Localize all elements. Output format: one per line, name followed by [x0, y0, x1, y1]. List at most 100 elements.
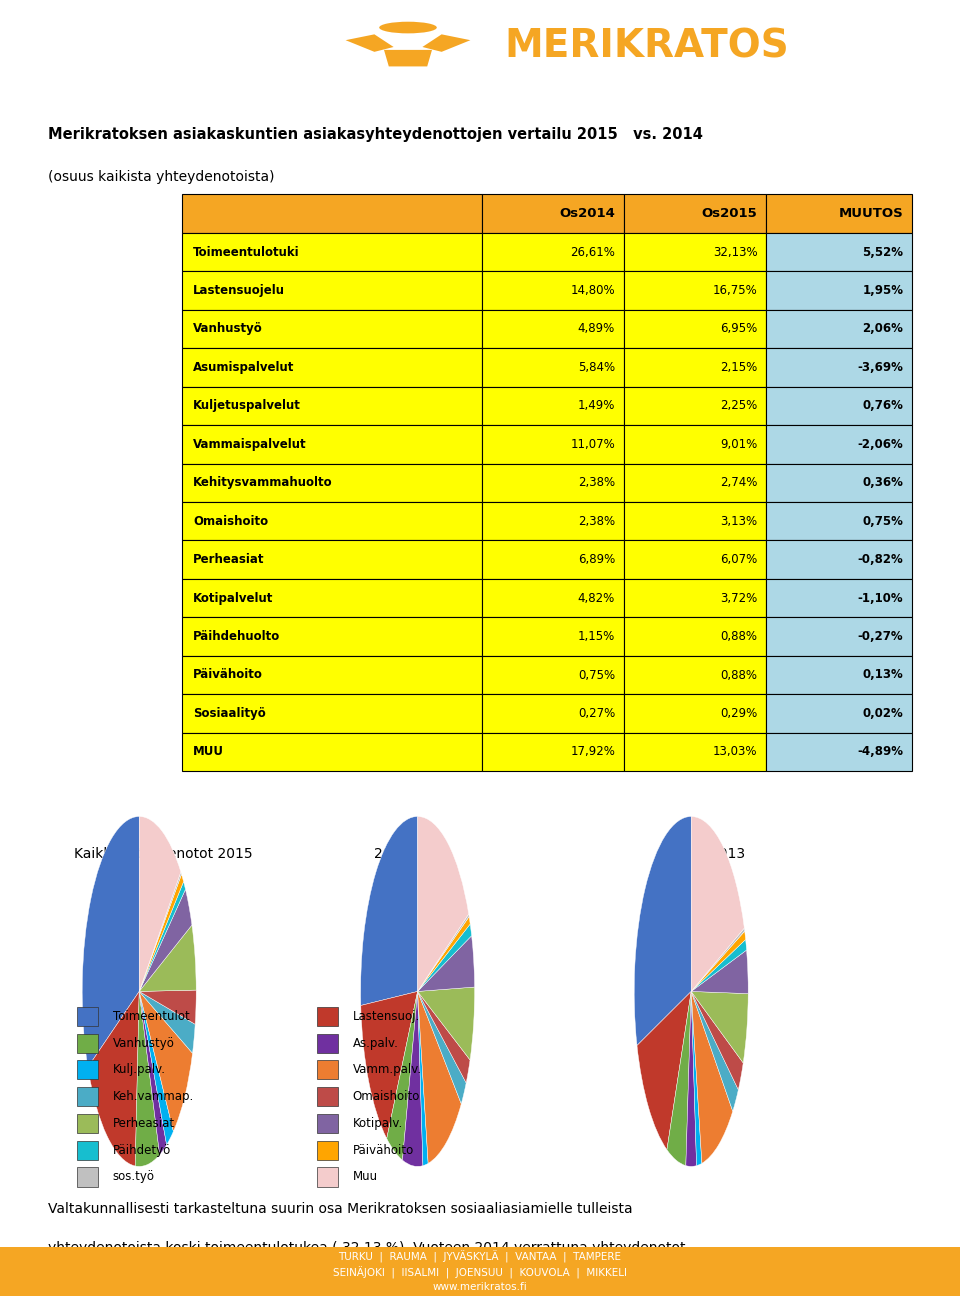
Wedge shape	[387, 991, 418, 1160]
Text: 2,25%: 2,25%	[720, 399, 757, 412]
Wedge shape	[667, 991, 691, 1165]
Text: Päivähoito: Päivähoito	[353, 1143, 414, 1157]
Bar	[766, 579, 912, 617]
Bar	[77, 1007, 98, 1026]
Bar	[766, 386, 912, 425]
Text: Kehitysvammahuolto: Kehitysvammahuolto	[193, 476, 333, 490]
Bar	[624, 540, 766, 579]
Wedge shape	[418, 924, 471, 991]
Bar	[182, 310, 482, 349]
Bar	[317, 1087, 338, 1107]
Bar	[624, 271, 766, 310]
Text: 4,89%: 4,89%	[578, 323, 615, 336]
Text: As.palv.: As.palv.	[353, 1037, 398, 1050]
Wedge shape	[418, 991, 428, 1165]
Bar	[482, 732, 624, 771]
Text: Merikratoksen asiakaskuntien asiakasyhteydenottojen vertailu 2015   vs. 2014: Merikratoksen asiakaskuntien asiakasyhte…	[48, 127, 703, 143]
Bar	[182, 425, 482, 464]
Text: 1,49%: 1,49%	[578, 399, 615, 412]
Bar	[182, 233, 482, 271]
Text: 17,92%: 17,92%	[570, 745, 615, 758]
Wedge shape	[87, 991, 139, 1166]
Bar	[482, 540, 624, 579]
Bar	[182, 502, 482, 540]
Bar	[482, 617, 624, 656]
Text: 32,13%: 32,13%	[712, 245, 757, 259]
Wedge shape	[637, 991, 691, 1150]
Bar	[624, 386, 766, 425]
Text: yhteydenotoista koski toimeentulotukea ( 32,13 %). Vuoteen 2014 verrattuna yhtey: yhteydenotoista koski toimeentulotukea (…	[48, 1242, 685, 1255]
Text: 11,07%: 11,07%	[570, 438, 615, 451]
Text: Keh.vammap.: Keh.vammap.	[112, 1090, 194, 1103]
Text: MERIKRATOS: MERIKRATOS	[504, 29, 789, 66]
Text: Sosiaalityö: Sosiaalityö	[193, 706, 266, 721]
Bar	[77, 1033, 98, 1052]
Text: 0,88%: 0,88%	[720, 630, 757, 643]
Polygon shape	[384, 49, 432, 66]
Bar	[766, 540, 912, 579]
Text: sos.työ: sos.työ	[112, 1170, 155, 1183]
Bar	[482, 656, 624, 695]
Text: 13,03%: 13,03%	[713, 745, 757, 758]
Wedge shape	[139, 991, 174, 1144]
Bar	[766, 502, 912, 540]
Bar	[182, 656, 482, 695]
Wedge shape	[418, 936, 474, 991]
Wedge shape	[83, 816, 139, 1068]
Text: (osuus kaikista yhteydenotoista): (osuus kaikista yhteydenotoista)	[48, 170, 275, 184]
Bar	[482, 386, 624, 425]
Bar	[624, 695, 766, 732]
Text: 2,74%: 2,74%	[720, 476, 757, 490]
Bar	[624, 502, 766, 540]
Bar	[77, 1168, 98, 1187]
Bar	[766, 695, 912, 732]
Text: Os2015: Os2015	[702, 207, 757, 220]
Text: Kulj.palv.: Kulj.palv.	[112, 1063, 166, 1077]
Bar	[77, 1060, 98, 1080]
Bar	[182, 617, 482, 656]
Text: Os2014: Os2014	[559, 207, 615, 220]
Text: 0,76%: 0,76%	[862, 399, 903, 412]
Text: 0,75%: 0,75%	[862, 515, 903, 527]
Text: 0,13%: 0,13%	[862, 669, 903, 682]
Wedge shape	[418, 991, 461, 1164]
Text: MUUTOS: MUUTOS	[838, 207, 903, 220]
Bar	[766, 425, 912, 464]
Text: -2,06%: -2,06%	[857, 438, 903, 451]
Text: MUU: MUU	[193, 745, 225, 758]
Text: 2,38%: 2,38%	[578, 476, 615, 490]
Wedge shape	[691, 928, 745, 991]
Text: 3,13%: 3,13%	[720, 515, 757, 527]
Bar	[766, 656, 912, 695]
Polygon shape	[422, 35, 470, 52]
Text: 16,75%: 16,75%	[712, 284, 757, 297]
Bar	[624, 732, 766, 771]
Text: 6,89%: 6,89%	[578, 553, 615, 566]
Wedge shape	[139, 991, 167, 1155]
Text: Vamm.palv.: Vamm.palv.	[353, 1063, 422, 1077]
Bar	[317, 1168, 338, 1187]
Text: Kaikki yhteydenotot 2015: Kaikki yhteydenotot 2015	[74, 848, 252, 861]
Bar	[317, 1033, 338, 1052]
Text: 2,06%: 2,06%	[862, 323, 903, 336]
Text: -3,69%: -3,69%	[857, 360, 903, 375]
Bar	[766, 732, 912, 771]
Bar	[624, 233, 766, 271]
Text: 1,15%: 1,15%	[578, 630, 615, 643]
Bar	[482, 502, 624, 540]
Bar	[766, 617, 912, 656]
Text: 0,88%: 0,88%	[720, 669, 757, 682]
Text: 6,95%: 6,95%	[720, 323, 757, 336]
Bar	[624, 464, 766, 502]
Bar	[182, 732, 482, 771]
Wedge shape	[691, 991, 748, 1063]
Wedge shape	[635, 816, 691, 1046]
Wedge shape	[135, 991, 159, 1166]
Text: Omaishoito: Omaishoito	[353, 1090, 420, 1103]
Wedge shape	[418, 914, 469, 991]
Text: 2013: 2013	[709, 848, 745, 861]
Ellipse shape	[379, 22, 437, 34]
Bar	[624, 579, 766, 617]
Bar	[482, 464, 624, 502]
Wedge shape	[685, 991, 697, 1166]
